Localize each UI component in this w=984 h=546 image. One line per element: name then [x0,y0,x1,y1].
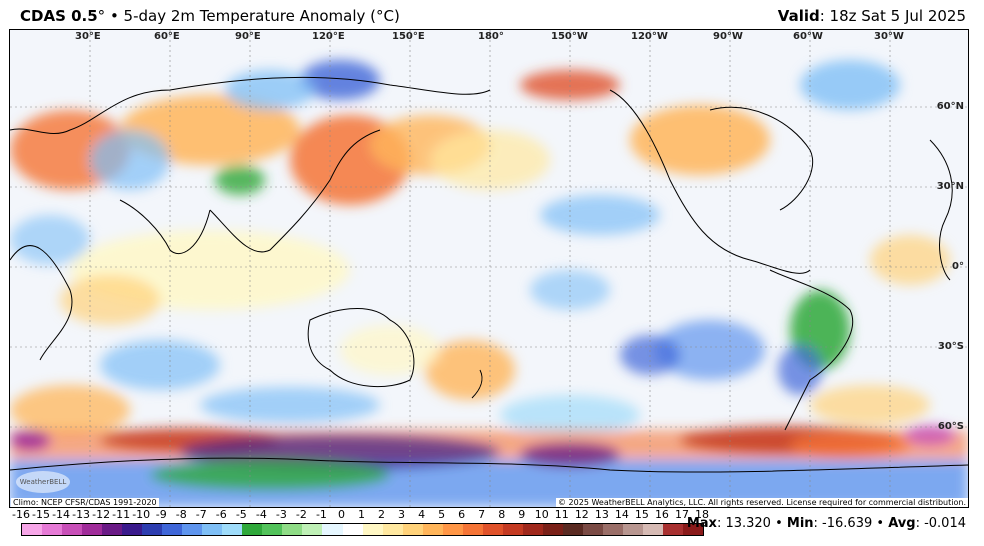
colorbar-segment [402,524,423,535]
colorbar-tick-label: -3 [275,508,287,521]
colorbar-tick-label: 14 [614,508,629,521]
colorbar-segment [182,524,203,535]
colorbar-segment [522,524,543,535]
valid-time: Valid: 18z Sat 5 Jul 2025 [777,7,966,25]
colorbar-tick-label: -4 [255,508,267,521]
colorbar-segment [442,524,463,535]
lon-label: 90°W [713,31,743,42]
colorbar-tick-label: -16 [12,508,30,521]
colorbar-tick-label: -6 [215,508,227,521]
colorbar-tick-label: 5 [438,508,446,521]
colorbar-tick-label: 1 [358,508,365,521]
colorbar [21,523,704,536]
colorbar-tick-label: 15 [634,508,649,521]
lon-label: 180° [478,31,504,42]
field-stats: Max: 13.320 • Min: -16.639 • Avg: -0.014 [686,516,966,531]
colorbar-tick-label: -5 [235,508,247,521]
colorbar-tick-label: -15 [32,508,50,521]
lat-label: 30°N [936,181,964,192]
header: CDAS 0.5° • 5-day 2m Temperature Anomaly… [0,0,984,30]
lon-label: 90°E [235,31,261,42]
colorbar-tick-label: 6 [458,508,466,521]
lat-label: 60°S [937,421,964,432]
colorbar-segment [282,524,303,535]
lat-label: 30°S [937,341,964,352]
colorbar-tick-label: 9 [518,508,526,521]
colorbar-segment [422,524,443,535]
lon-label: 30°E [75,31,101,42]
lat-label: 60°N [936,101,964,112]
colorbar-segment [322,524,343,535]
colorbar-tick-label: 11 [554,508,569,521]
colorbar-segment [22,524,43,535]
colorbar-tick-label: 13 [594,508,609,521]
colorbar-segment [222,524,243,535]
lon-label: 60°W [793,31,823,42]
colorbar-tick-label: -11 [112,508,131,521]
coastlines [10,76,968,473]
colorbar-tick-label: 4 [418,508,426,521]
colorbar-tick-label: 8 [498,508,506,521]
copyright-note: © 2025 WeatherBELL Analytics, LLC. All r… [556,498,968,507]
colorbar-tick-label: -8 [175,508,187,521]
map-canvas [10,30,968,507]
colorbar-labels: -16 -15 -14 -13 -12 -11 -10 -9 -8 -7 -6 -5 -4 -3 -2 -1 0… [12,508,709,522]
colorbar-segment [502,524,523,535]
colorbar-segment [382,524,403,535]
map-title: CDAS 0.5° • 5-day 2m Temperature Anomaly… [20,7,400,25]
lon-label: 60°E [154,31,180,42]
colorbar-segment [562,524,583,535]
anomaly-map: 30°E 60°E 90°E 120°E 150°E 180° 150°W 12… [9,29,969,508]
colorbar-segment [262,524,283,535]
lon-label: 150°W [551,31,588,42]
weatherbell-logo: WeatherBELL [16,471,70,493]
lon-label: 120°W [631,31,668,42]
colorbar-tick-label: -13 [72,508,91,521]
colorbar-tick-label: -14 [52,508,71,521]
colorbar-tick-label: -1 [315,508,327,521]
anomaly-field [10,60,968,507]
colorbar-segment [642,524,663,535]
colorbar-tick-label: 2 [378,508,386,521]
colorbar-segment [362,524,383,535]
colorbar-tick-label: -10 [132,508,151,521]
colorbar-segment [602,524,623,535]
colorbar-segment [82,524,103,535]
colorbar-segment [62,524,83,535]
colorbar-segment [622,524,643,535]
colorbar-tick-label: -9 [155,508,167,521]
colorbar-segment [42,524,63,535]
colorbar-segment [542,524,563,535]
colorbar-tick-label: 3 [398,508,406,521]
colorbar-segment [663,524,684,535]
colorbar-tick-label: -2 [295,508,307,521]
colorbar-tick-label: 18 [695,508,709,521]
lon-label: 30°W [874,31,904,42]
lon-label: 120°E [312,31,345,42]
colorbar-segment [142,524,163,535]
colorbar-segment [202,524,223,535]
colorbar-segment [122,524,143,535]
lon-label: 150°E [392,31,425,42]
colorbar-tick-label: -12 [92,508,111,521]
colorbar-segment [102,524,123,535]
colorbar-segment [242,524,263,535]
colorbar-tick-label: 17 [674,508,689,521]
colorbar-tick-label: 7 [478,508,486,521]
colorbar-segment [342,524,363,535]
colorbar-segment [683,524,704,535]
colorbar-tick-label: 16 [654,508,669,521]
climo-note: Climo: NCEP CFSR/CDAS 1991-2020 [11,498,159,507]
colorbar-segment [162,524,183,535]
colorbar-tick-label: 0 [337,508,345,521]
lat-label: 0° [952,261,964,272]
colorbar-segment [302,524,323,535]
colorbar-segment [582,524,603,535]
colorbar-segment [482,524,503,535]
colorbar-tick-label: 10 [534,508,549,521]
colorbar-segment [462,524,483,535]
colorbar-tick-label: 12 [574,508,589,521]
colorbar-tick-label: -7 [195,508,207,521]
